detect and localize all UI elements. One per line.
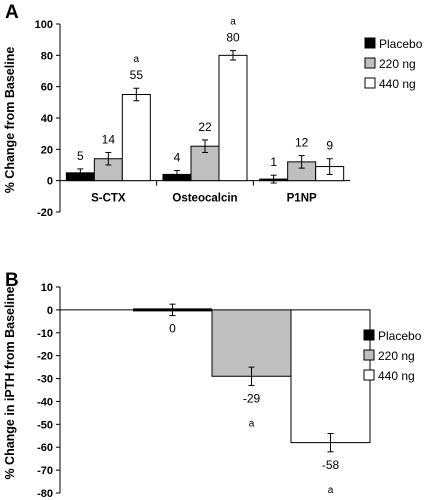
panel-b-data-label: -29 (243, 391, 261, 405)
panel-b-y-tick-label: -70 (37, 465, 53, 477)
panel-a-data-label: 55 (130, 68, 144, 82)
panel-a-y-axis-label: % Change from Baseline (3, 47, 17, 194)
panel-b-significance-mark: a (328, 485, 334, 496)
panel-a-y-tick-label: 20 (41, 144, 53, 156)
panel-b-legend-swatch (363, 349, 375, 361)
panel-a-bars: 5 14 55 a 4 22 80 a 1 12 9 (65, 17, 345, 184)
panel-a-y-tick-label: 100 (35, 19, 53, 31)
panel-b-bar (211, 309, 292, 377)
panel-b-data-label: 0 (169, 322, 176, 336)
panel-b-legend-label: 220 ng (378, 349, 415, 363)
panel-b-y-tick-label: -20 (37, 351, 53, 363)
panel-b-bars: 0 -29 a -58 a (133, 303, 371, 496)
panel-a-data-label: 5 (77, 149, 84, 163)
panel-a-y-tick-label: 40 (41, 113, 53, 125)
panel-b-legend-swatch (363, 329, 375, 341)
panel-b-bar (290, 309, 371, 444)
panel-a-data-label: 80 (226, 31, 240, 45)
panel-a-data-label: 4 (174, 150, 181, 164)
panel-a: A % Change from Baseline -20 0 20 40 60 80 100… (3, 2, 423, 219)
panel-b-data-label: -58 (322, 458, 340, 472)
panel-a-legend-swatch (364, 77, 376, 89)
panel-b: B % Change in iPTH from Baseline -80-70-… (3, 270, 422, 500)
panel-b-y-tick-label: -50 (37, 419, 53, 431)
panel-a-y-tick-label: 60 (41, 82, 53, 94)
panel-a-y-tick-label: 0 (47, 176, 53, 188)
panel-a-bar (121, 94, 151, 182)
panel-a-legend-label: Placebo (379, 37, 423, 51)
panel-a-data-label: 1 (270, 155, 277, 169)
panel-a-y-tick-label: -20 (37, 207, 53, 219)
panel-a-legend-label: 220 ng (379, 57, 416, 71)
panel-b-y-tick-label: 0 (47, 305, 53, 317)
panel-b-significance-mark: a (249, 418, 255, 429)
panel-b-y-axis-label: % Change in iPTH from Baseline (3, 286, 17, 479)
panel-a-axes: -20 0 20 40 60 80 100 S-CTX Osteocalcin P1NP (35, 19, 350, 219)
panel-b-y-tick-label: -60 (37, 442, 53, 454)
panel-a-data-label: 22 (198, 120, 212, 134)
panel-b-legend-label: 440 ng (378, 369, 415, 383)
panel-a-data-label: 9 (326, 139, 333, 153)
panel-a-legend: Placebo 220 ng 440 ng (364, 37, 423, 91)
panel-a-data-label: 12 (295, 136, 309, 150)
panel-a-letter: A (5, 2, 19, 23)
panel-b-legend-label: Placebo (378, 329, 422, 343)
panel-a-data-label: 14 (102, 132, 116, 146)
panel-b-y-tick-label: 10 (41, 282, 53, 294)
panel-b-y-tick-label: -40 (37, 396, 53, 408)
panel-a-category-label: Osteocalcin (172, 192, 237, 204)
panel-b-y-tick-label: -80 (37, 488, 53, 500)
panel-b-axes: -80 -70 -60 -50 -40 -30 -20 -10 0 10 (37, 282, 133, 500)
panel-a-significance-mark: a (230, 17, 236, 28)
panel-b-letter: B (5, 270, 19, 291)
panel-a-y-tick-label: 80 (41, 50, 53, 62)
panel-a-category-label: S-CTX (91, 192, 126, 204)
panel-a-category-label: P1NP (287, 192, 317, 204)
panel-a-legend-swatch (364, 37, 376, 49)
panel-a-significance-mark: a (134, 54, 140, 65)
panel-b-legend: Placebo 220 ng 440 ng (363, 329, 422, 383)
panel-a-bar (218, 54, 248, 182)
panel-b-legend-swatch (363, 369, 375, 381)
panel-a-legend-swatch (364, 57, 376, 69)
panel-a-legend-label: 440 ng (379, 77, 416, 91)
panel-b-y-tick-label: -10 (37, 328, 53, 340)
panel-b-y-tick-label: -30 (37, 374, 53, 386)
